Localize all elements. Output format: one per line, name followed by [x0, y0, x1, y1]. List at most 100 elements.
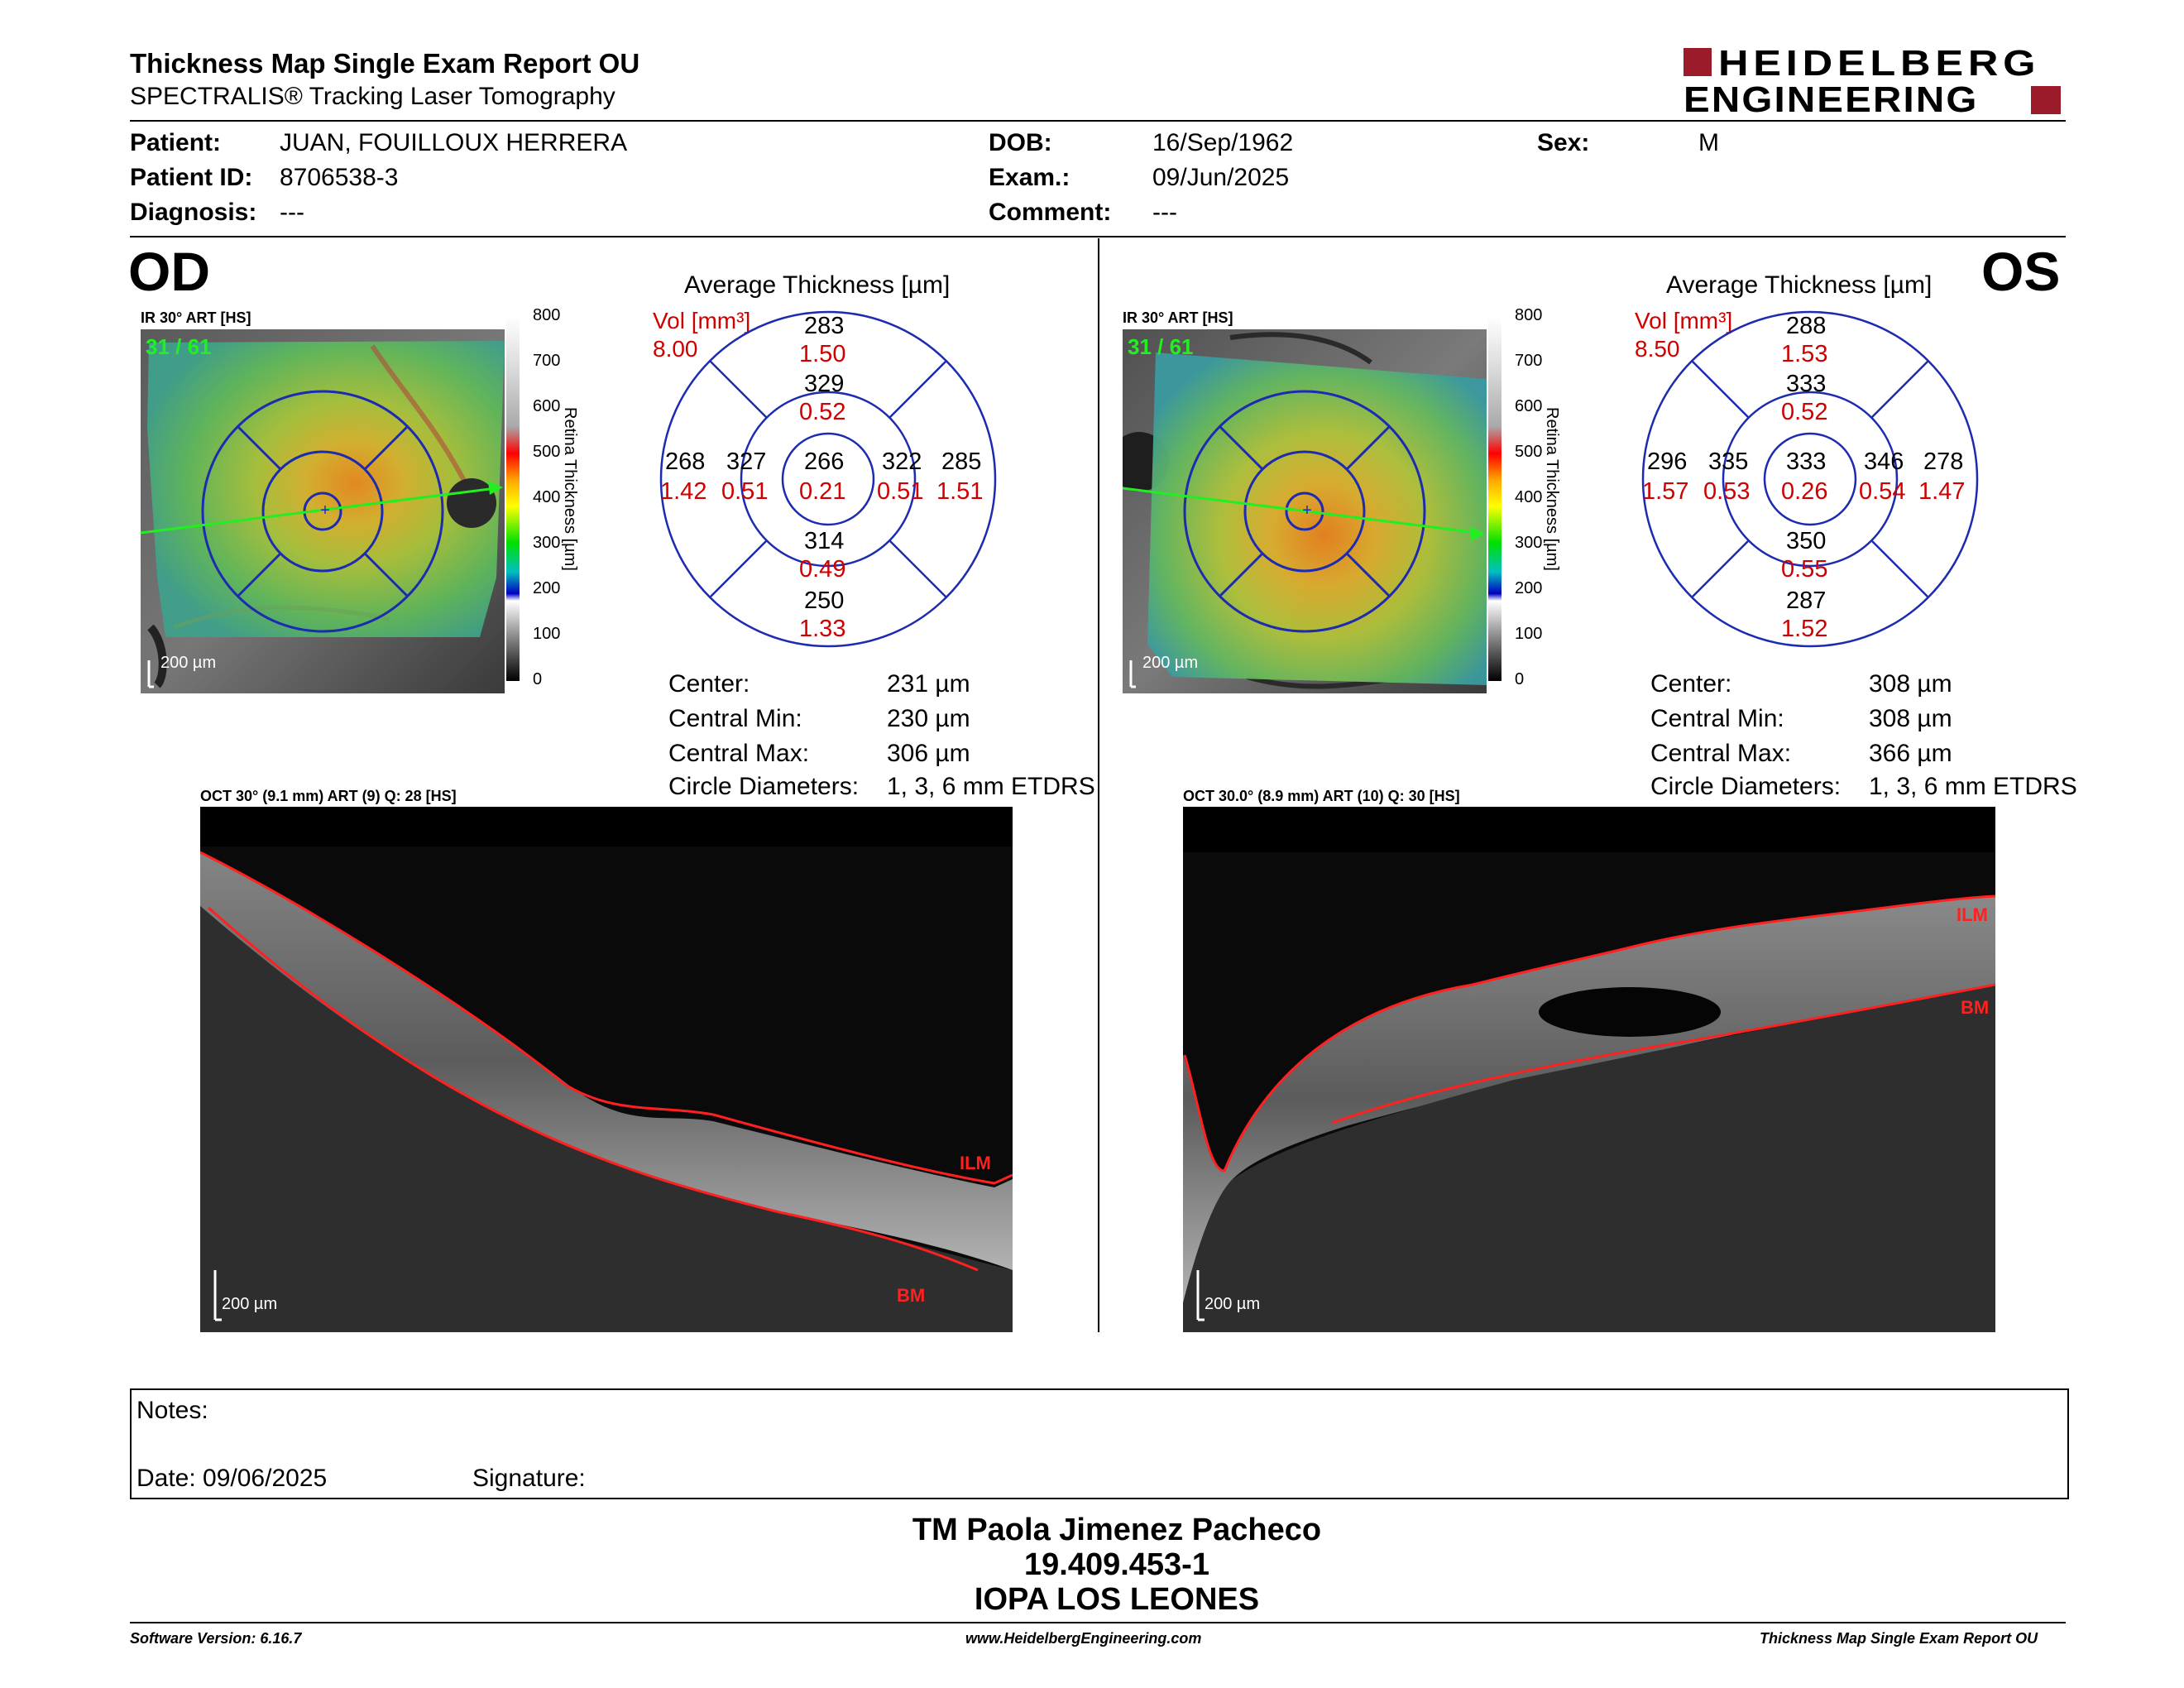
od-tick-4: 400	[533, 488, 561, 506]
os-tick-8: 0	[1515, 670, 1525, 688]
report-title: Thickness Map Single Exam Report OU	[130, 48, 640, 79]
od-ilm-label: ILM	[960, 1153, 991, 1173]
od-inner-left: 327	[726, 448, 767, 475]
os-colorbar-label: Retina Thickness [µm]	[1543, 407, 1561, 571]
od-eye-label: OD	[128, 241, 210, 302]
od-vol-label: Vol [mm³]	[653, 308, 751, 333]
os-inner-left: 335	[1708, 448, 1749, 475]
os-vol-total: 8.50	[1635, 336, 1680, 362]
sex-label: Sex:	[1537, 129, 1590, 156]
od-outer-bottom-vol: 1.33	[799, 616, 846, 642]
svg-text:+: +	[1302, 501, 1312, 520]
od-inner-right-vol: 0.51	[877, 478, 924, 505]
os-tick-7: 100	[1515, 625, 1543, 643]
footer-report-title: Thickness Map Single Exam Report OU	[1760, 1630, 2038, 1647]
signature-label: Signature:	[472, 1465, 586, 1492]
os-outer-left: 296	[1647, 448, 1688, 475]
notes-box[interactable]: Notes: Date: 09/06/2025 Signature:	[130, 1388, 2069, 1499]
os-outer-top: 288	[1786, 313, 1827, 339]
os-tick-5: 300	[1515, 534, 1543, 552]
notes-date: Date: 09/06/2025	[136, 1465, 328, 1492]
od-etdrs-grid: 283 1.50 329 0.52 268 1.42 327 0.51 266 …	[659, 309, 998, 649]
os-ilm-label: ILM	[1956, 904, 1988, 925]
os-oct-label: OCT 30.0° (8.9 mm) ART (10) Q: 30 [HS]	[1183, 788, 1460, 804]
od-tick-6: 200	[533, 579, 561, 597]
os-outer-left-vol: 1.57	[1642, 478, 1689, 505]
od-outer-right-vol: 1.51	[936, 478, 984, 505]
od-outer-top: 283	[804, 313, 845, 339]
od-bm-label: BM	[897, 1285, 926, 1306]
os-diam-value: 1, 3, 6 mm ETDRS	[1869, 773, 2077, 800]
od-colorbar	[506, 317, 520, 681]
od-oct-scale: 200 µm	[222, 1295, 278, 1313]
os-colorbar-ticks: 800 700 600 500 400 300 200 100 0	[1508, 306, 1558, 688]
signoff-clinic: IOPA LOS LEONES	[974, 1582, 1260, 1617]
od-tick-2: 600	[533, 397, 561, 415]
patient-label: Patient:	[130, 129, 222, 156]
od-center-vol: 0.21	[799, 478, 846, 505]
signoff-block: TM Paola Jimenez Pacheco 19.409.453-1 IO…	[745, 1513, 1489, 1617]
comment-value: ---	[1152, 199, 1177, 226]
os-tick-3: 500	[1515, 443, 1543, 461]
diagnosis-label: Diagnosis:	[130, 199, 257, 226]
od-oct-label: OCT 30° (9.1 mm) ART (9) Q: 28 [HS]	[200, 788, 457, 804]
os-tick-0: 800	[1515, 306, 1543, 324]
os-tick-2: 600	[1515, 397, 1543, 415]
od-tick-3: 500	[533, 443, 561, 461]
logo-line-2: ENGINEERING	[1684, 79, 1979, 120]
os-tick-6: 200	[1515, 579, 1543, 597]
logo-line-1: HEIDELBERG	[1718, 43, 2041, 84]
os-eye-label: OS	[1981, 241, 2061, 302]
patient-id: 8706538-3	[280, 164, 399, 191]
od-ir-label: IR 30° ART [HS]	[141, 309, 251, 326]
os-inner-bottom-vol: 0.55	[1781, 556, 1828, 583]
os-map-scale: 200 µm	[1142, 654, 1199, 672]
od-colorbar-ticks: 800 700 600 500 400 300 200 100 0	[526, 306, 576, 688]
od-tick-8: 0	[533, 670, 543, 688]
os-cmax-label: Central Max:	[1650, 740, 1792, 767]
os-thickness-map: + 31 / 61 200 µm	[1109, 329, 1487, 693]
od-scan-count: 31 / 61	[146, 334, 212, 359]
os-oct-scale: 200 µm	[1205, 1295, 1261, 1313]
od-inner-bottom: 314	[804, 528, 845, 554]
patient-divider	[130, 236, 2066, 237]
od-vol-total: 8.00	[653, 336, 698, 362]
comment-label: Comment:	[989, 199, 1112, 226]
os-diam-label: Circle Diameters:	[1650, 773, 1842, 800]
os-cmax-value: 366 µm	[1869, 740, 1952, 767]
od-inner-top-vol: 0.52	[799, 399, 846, 425]
exam-value: 09/Jun/2025	[1152, 164, 1290, 191]
website-link[interactable]: www.HeidelbergEngineering.com	[965, 1630, 1202, 1647]
od-colorbar-label: Retina Thickness [µm]	[561, 407, 579, 571]
dob-label: DOB:	[989, 129, 1052, 156]
os-inner-left-vol: 0.53	[1703, 478, 1751, 505]
od-diam-label: Circle Diameters:	[668, 773, 860, 800]
os-outer-bottom-vol: 1.52	[1781, 616, 1828, 642]
os-bm-label: BM	[1961, 997, 1990, 1018]
os-inner-bottom: 350	[1786, 528, 1827, 554]
od-inner-left-vol: 0.51	[721, 478, 769, 505]
od-cmax-label: Central Max:	[668, 740, 810, 767]
od-outer-left-vol: 1.42	[660, 478, 707, 505]
os-outer-right-vol: 1.47	[1918, 478, 1966, 505]
report-subtitle: SPECTRALIS® Tracking Laser Tomography	[130, 83, 615, 110]
od-inner-bottom-vol: 0.49	[799, 556, 846, 583]
os-ir-label: IR 30° ART [HS]	[1123, 309, 1233, 326]
header-divider	[130, 120, 2066, 122]
signoff-rut: 19.409.453-1	[1024, 1547, 1209, 1582]
od-tick-0: 800	[533, 306, 561, 324]
os-cmin-label: Central Min:	[1650, 705, 1784, 732]
footer-divider	[130, 1622, 2066, 1623]
od-inner-right: 322	[882, 448, 922, 475]
od-tick-1: 700	[533, 352, 561, 370]
os-etdrs-grid: 288 1.53 333 0.52 296 1.57 335 0.53 333 …	[1640, 309, 1980, 649]
od-thickness-map: + 31 / 61 200 µm	[140, 329, 505, 693]
patient-name: JUAN, FOUILLOUX HERRERA	[280, 129, 628, 156]
od-tick-5: 300	[533, 534, 561, 552]
os-inner-top: 333	[1786, 371, 1827, 397]
os-vol-label: Vol [mm³]	[1635, 308, 1733, 333]
dob-value: 16/Sep/1962	[1152, 129, 1294, 156]
logo-square-top	[1684, 48, 1712, 76]
logo-square-bottom	[2031, 86, 2061, 114]
os-inner-top-vol: 0.52	[1781, 399, 1828, 425]
